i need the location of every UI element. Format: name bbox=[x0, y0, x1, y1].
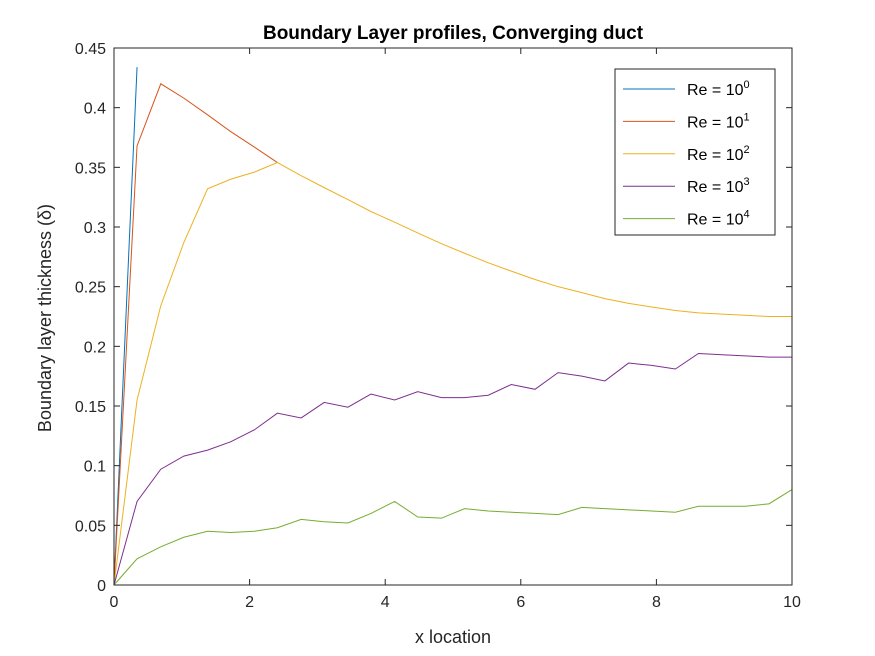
y-tick-label: 0.35 bbox=[75, 160, 106, 177]
series-line-1 bbox=[113, 83, 278, 586]
x-tick-label: 4 bbox=[381, 594, 390, 611]
series-line-3 bbox=[113, 352, 792, 586]
y-tick-label: 0.25 bbox=[75, 280, 106, 297]
y-tick-label: 0.05 bbox=[75, 518, 106, 535]
x-axis-label: x location bbox=[415, 627, 491, 647]
series-layer bbox=[113, 67, 793, 586]
legend-box bbox=[614, 68, 776, 236]
series-line-0 bbox=[113, 67, 138, 586]
x-tick-label: 0 bbox=[110, 594, 119, 611]
axes-layer bbox=[113, 47, 793, 586]
legend-entry-4: Re = 104 bbox=[687, 209, 750, 229]
y-axis-label-text: Boundary layer thickness (δ) bbox=[35, 204, 55, 432]
legend-entry-0: Re = 100 bbox=[687, 79, 750, 99]
legend-entry-2: Re = 102 bbox=[687, 144, 750, 164]
y-axis-label: Boundary layer thickness (δ) bbox=[35, 204, 55, 432]
series-line-2 bbox=[113, 162, 792, 586]
y-tick-label: 0.3 bbox=[84, 220, 106, 237]
y-tick-label: 0.2 bbox=[84, 339, 106, 356]
y-tick-label: 0.45 bbox=[75, 41, 106, 58]
x-tick-label: 10 bbox=[783, 594, 801, 611]
x-tick-label: 6 bbox=[516, 594, 525, 611]
series-line-4 bbox=[113, 489, 793, 586]
x-tick-label: 2 bbox=[245, 594, 254, 611]
y-tick-label: 0.15 bbox=[75, 399, 106, 416]
legend: Re = 100 Re = 101 Re = 102 Re = 103 Re = 104 bbox=[614, 68, 776, 236]
legend-entry-1: Re = 101 bbox=[687, 111, 750, 131]
axes-box bbox=[113, 47, 793, 586]
y-tick-label: 0 bbox=[97, 578, 106, 595]
y-tick-label: 0.4 bbox=[84, 101, 106, 118]
legend-entry-3: Re = 103 bbox=[687, 176, 750, 196]
y-tick-label: 0.1 bbox=[84, 459, 106, 476]
ticks-layer: 0 2 4 6 8 10 0 0.05 0.1 0.15 0.2 0.25 0.3 0.35 0.4 0.45 bbox=[75, 41, 801, 611]
x-tick-label: 8 bbox=[652, 594, 661, 611]
chart-title: Boundary Layer profiles, Converging duct bbox=[263, 23, 644, 44]
